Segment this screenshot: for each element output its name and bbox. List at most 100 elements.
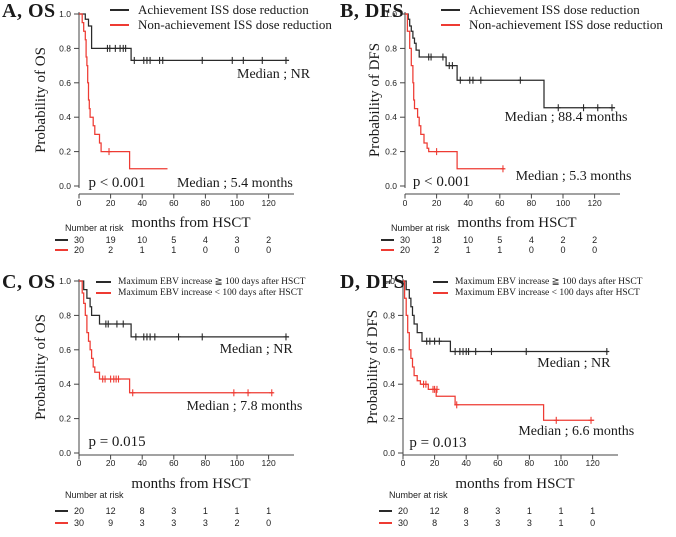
y-tick-label: 0.8 [383, 310, 395, 320]
risk-count: 3 [202, 518, 208, 528]
risk-count: 1 [465, 245, 471, 255]
x-tick-label: 20 [430, 458, 440, 468]
legend-label: Non-achievement ISS dose reduction [138, 16, 332, 32]
risk-row: 20 2 1 1 0 0 0 [0, 245, 338, 256]
risk-count: 1 [234, 506, 240, 516]
risk-row-marker [55, 239, 68, 241]
risk-count: 3 [171, 506, 177, 516]
y-tick-label: 1.0 [383, 276, 395, 286]
x-tick-label: 60 [169, 458, 179, 468]
risk-count: 3 [463, 518, 469, 528]
risk-count: 10 [463, 235, 474, 245]
panel-d-dfs: 0.0 0.2 0.4 0.6 0.8 1.0 0 20 40 60 80 100 120 D, DFS… [338, 269, 676, 537]
legend-line-black [96, 280, 111, 283]
legend-item: Achievement ISS dose reduction [441, 2, 663, 17]
risk-count: 9 [108, 518, 114, 528]
risk-count: 1 [558, 506, 564, 516]
risk-count: 20 [73, 245, 84, 255]
y-tick-label: 0.0 [59, 181, 71, 191]
panel-title-d: D, DFS [340, 271, 406, 293]
y-tick-label: 0.4 [59, 379, 71, 389]
y-tick-label: 0.6 [59, 345, 71, 355]
y-tick-label: 0.8 [385, 43, 397, 53]
x-tick-label: 100 [556, 198, 570, 208]
legend-label: Non-achievement ISS dose reduction [469, 16, 663, 32]
legend-item: Maximum EBV increase ≧ 100 days after HS… [96, 276, 305, 287]
y-tick-label: 0.4 [385, 112, 397, 122]
y-axis-label: Probability of OS [33, 314, 49, 420]
x-tick-label: 0 [77, 458, 82, 468]
risk-count: 12 [105, 506, 116, 516]
y-tick-label: 1.0 [59, 276, 71, 286]
risk-count: 20 [73, 506, 84, 516]
x-tick-label: 60 [495, 198, 505, 208]
p-value: p < 0.001 [88, 175, 146, 192]
median-annotation: Median ; 88.4 months [504, 110, 628, 126]
legend-line-red [433, 291, 448, 294]
risk-count: 1 [590, 506, 596, 516]
risk-count: 2 [560, 235, 566, 245]
x-tick-label: 100 [554, 458, 568, 468]
legend-label: Maximum EBV increase ≧ 100 days after HS… [455, 277, 643, 287]
x-tick-label: 80 [201, 458, 211, 468]
risk-count: 0 [560, 245, 566, 255]
panel-a-os: 0.0 0.2 0.4 0.6 0.8 1.0 0 20 40 60 80 100 120 A, OS … [0, 0, 338, 268]
risk-row: 30 8 3 3 3 1 0 [338, 518, 676, 529]
y-tick-label: 0.4 [383, 379, 395, 389]
risk-count: 10 [137, 235, 148, 245]
km-plot-c: 0.0 0.2 0.4 0.6 0.8 1.0 0 20 40 60 80 100 120 [59, 276, 294, 468]
risk-count: 8 [139, 506, 145, 516]
legend-line-black [110, 8, 129, 11]
legend-line-black [433, 280, 448, 283]
risk-count: 0 [234, 245, 240, 255]
x-axis-label: months from HSCT [131, 215, 251, 231]
panel-title-b: B, DFS [340, 0, 405, 22]
risk-count: 1 [202, 506, 208, 516]
risk-count: 30 [399, 235, 410, 245]
risk-row-marker [55, 522, 68, 524]
risk-count: 30 [397, 518, 408, 528]
risk-row: 20 12 8 3 1 1 1 [0, 506, 338, 517]
legend: Maximum EBV increase ≧ 100 days after HS… [433, 276, 642, 298]
risk-count: 30 [73, 518, 84, 528]
risk-count: 0 [266, 518, 272, 528]
p-value: p = 0.015 [88, 433, 146, 450]
risk-count: 3 [495, 506, 501, 516]
x-tick-label: 120 [262, 458, 276, 468]
y-tick-label: 0.2 [59, 147, 71, 157]
risk-count: 2 [434, 245, 440, 255]
risk-count: 8 [432, 518, 438, 528]
x-axis-label: months from HSCT [457, 215, 577, 231]
x-tick-label: 60 [493, 458, 503, 468]
y-tick-label: 0.2 [383, 414, 395, 424]
risk-count: 3 [526, 518, 532, 528]
x-tick-label: 80 [527, 198, 537, 208]
risk-count: 20 [397, 506, 408, 516]
median-annotation: Median ; 5.4 months [176, 176, 293, 192]
panel-title-c: C, OS [2, 271, 56, 293]
risk-row-marker [381, 249, 394, 251]
legend-label: Achievement ISS dose reduction [469, 1, 640, 17]
x-tick-label: 80 [525, 458, 535, 468]
panel-title-a: A, OS [2, 0, 56, 22]
risk-row-marker [55, 510, 68, 512]
legend-label: Achievement ISS dose reduction [138, 1, 309, 17]
legend-label: Maximum EBV increase < 100 days after HS… [455, 287, 640, 298]
x-tick-label: 0 [401, 458, 406, 468]
risk-count: 2 [592, 235, 598, 245]
survival-curve [79, 13, 290, 62]
legend-item: Maximum EBV increase ≧ 100 days after HS… [433, 276, 642, 287]
risk-table-header: Number at risk [65, 223, 124, 233]
y-tick-label: 0.2 [385, 147, 397, 157]
risk-count: 3 [139, 518, 145, 528]
risk-row-marker [379, 510, 392, 512]
risk-row: 30 18 10 5 4 2 2 [338, 235, 676, 246]
risk-count: 1 [526, 506, 532, 516]
x-tick-label: 20 [106, 198, 116, 208]
panel-b-dfs: 0.0 0.2 0.4 0.6 0.8 1.0 0 20 40 60 80 100 120 B, DFS… [338, 0, 676, 268]
risk-count: 2 [266, 235, 272, 245]
legend-item: Maximum EBV increase < 100 days after HS… [433, 287, 642, 298]
risk-count: 5 [497, 235, 503, 245]
risk-table-header: Number at risk [389, 490, 448, 500]
survival-curve [403, 280, 595, 421]
